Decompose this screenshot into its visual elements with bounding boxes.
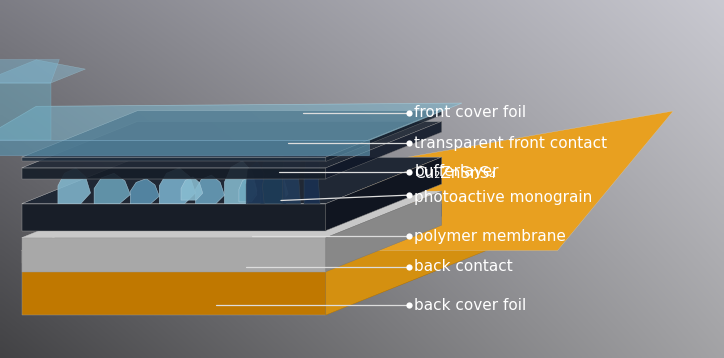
Text: back contact: back contact — [414, 259, 513, 274]
Text: front cover foil: front cover foil — [414, 105, 526, 120]
Text: polymer membrane: polymer membrane — [414, 229, 566, 244]
Polygon shape — [22, 204, 442, 250]
Polygon shape — [22, 204, 442, 251]
Polygon shape — [94, 173, 130, 204]
Polygon shape — [0, 103, 462, 140]
Polygon shape — [326, 157, 442, 231]
Polygon shape — [130, 179, 159, 204]
Polygon shape — [326, 204, 442, 315]
Polygon shape — [22, 111, 673, 251]
Polygon shape — [261, 171, 288, 204]
Polygon shape — [326, 121, 442, 179]
Polygon shape — [22, 238, 326, 272]
Polygon shape — [22, 191, 442, 238]
Polygon shape — [0, 59, 59, 83]
Polygon shape — [239, 177, 257, 202]
Polygon shape — [326, 111, 442, 161]
Polygon shape — [159, 168, 195, 204]
Polygon shape — [22, 250, 326, 263]
Text: Cu₂ZnSnS₄: Cu₂ZnSnS₄ — [414, 166, 496, 181]
Polygon shape — [22, 157, 442, 204]
Text: photoactive monograin: photoactive monograin — [414, 190, 592, 205]
Polygon shape — [304, 148, 320, 204]
Polygon shape — [181, 177, 203, 200]
Polygon shape — [195, 175, 224, 204]
Polygon shape — [0, 140, 369, 155]
Polygon shape — [22, 121, 442, 168]
Polygon shape — [22, 168, 326, 179]
Polygon shape — [261, 152, 286, 204]
Polygon shape — [22, 111, 442, 157]
Polygon shape — [0, 83, 51, 140]
Polygon shape — [58, 168, 90, 204]
Polygon shape — [326, 158, 557, 315]
Text: bufferlayer: bufferlayer — [414, 164, 499, 179]
Polygon shape — [224, 161, 257, 204]
Polygon shape — [246, 161, 264, 204]
Polygon shape — [326, 204, 442, 263]
Polygon shape — [22, 251, 326, 315]
Polygon shape — [22, 157, 326, 161]
Polygon shape — [326, 191, 442, 272]
Polygon shape — [22, 204, 326, 231]
Text: transparent front contact: transparent front contact — [414, 136, 607, 151]
Text: back cover foil: back cover foil — [414, 297, 526, 313]
Polygon shape — [0, 60, 85, 83]
Polygon shape — [282, 139, 300, 204]
